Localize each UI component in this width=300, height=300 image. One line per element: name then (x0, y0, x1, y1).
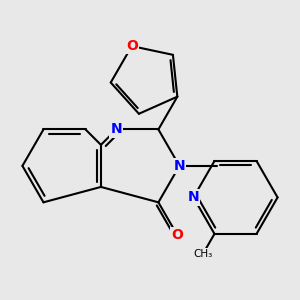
Text: N: N (188, 190, 199, 204)
Text: N: N (174, 159, 185, 173)
Text: O: O (171, 228, 183, 242)
Text: CH₃: CH₃ (193, 249, 212, 259)
Text: N: N (110, 122, 122, 136)
Text: O: O (126, 39, 138, 53)
